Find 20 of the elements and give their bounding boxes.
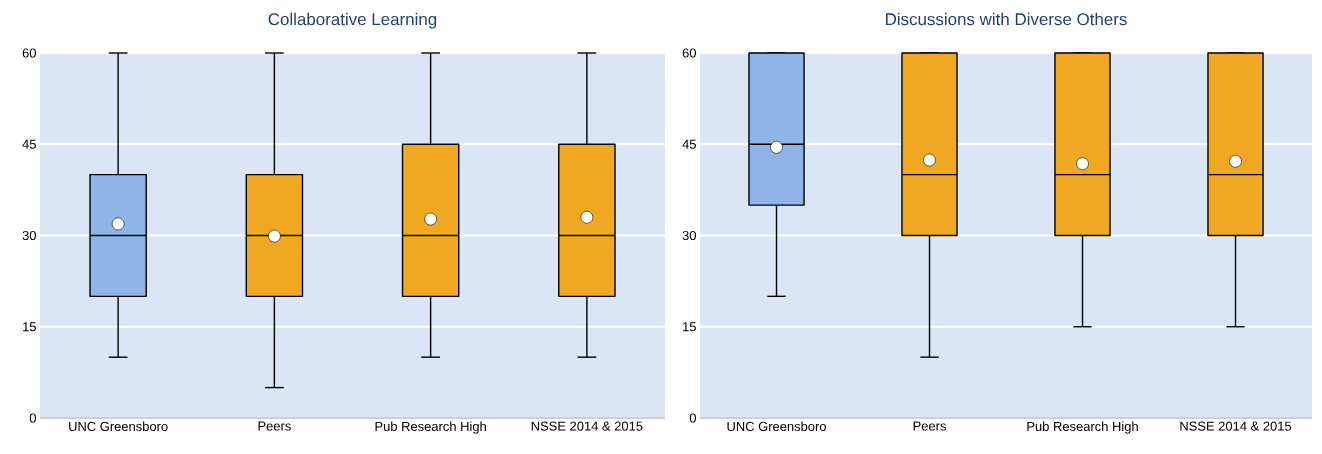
x-tick-label: Pub Research High (375, 421, 486, 434)
chart-title: Discussions with Diverse Others (885, 12, 1127, 26)
y-tick-label: 30 (22, 230, 36, 241)
x-tick-label: UNC Greensboro (727, 421, 826, 432)
x-tick-label: UNC Greensboro (69, 421, 168, 432)
y-tick-label: 45 (22, 139, 36, 149)
y-tick-label: 60 (682, 48, 696, 58)
y-tick-label: 30 (682, 230, 696, 241)
y-tick-label: 15 (683, 322, 696, 332)
x-tick-label: NSSE 2014 & 2015 (1180, 421, 1292, 431)
x-tick-label: Peers (913, 421, 946, 431)
y-tick-label: 15 (23, 322, 36, 332)
x-tick-label: Peers (258, 421, 291, 431)
x-tick-label: Pub Research High (1027, 421, 1138, 434)
x-tick-label: NSSE 2014 & 2015 (531, 421, 643, 431)
chart-title: Collaborative Learning (268, 12, 437, 29)
y-tick-label: 0 (689, 413, 696, 423)
y-tick-label: 60 (22, 48, 36, 58)
y-tick-label: 45 (682, 139, 696, 149)
y-tick-label: 0 (29, 413, 36, 423)
